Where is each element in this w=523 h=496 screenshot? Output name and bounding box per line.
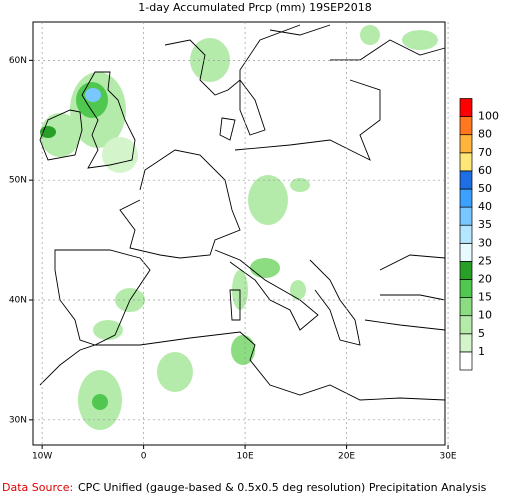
colorbar-label: 5 <box>478 327 485 340</box>
x-tick-label: 20E <box>338 452 355 462</box>
chart-title: 1-day Accumulated Prcp (mm) 19SEP2018 <box>138 1 371 14</box>
colorbar-box <box>459 297 473 317</box>
colorbar-label: 100 <box>478 110 499 123</box>
colorbar-box <box>459 261 473 280</box>
colorbar-label: 70 <box>478 146 492 159</box>
x-tick-label: 30E <box>439 452 456 462</box>
colorbar-label: 25 <box>478 254 492 267</box>
x-tick-label: 0 <box>141 452 147 462</box>
colorbar-label: 40 <box>478 200 492 213</box>
colorbar-label: 50 <box>478 182 492 195</box>
colorbar-label: 60 <box>478 164 492 177</box>
x-tick-label: 10W <box>32 452 52 462</box>
source-text: CPC Unified (gauge-based & 0.5x0.5 deg r… <box>78 481 487 494</box>
colorbar-box <box>459 170 473 190</box>
colorbar-box <box>459 152 473 172</box>
source-label: Data Source: <box>2 481 73 494</box>
colorbar-label: 35 <box>478 218 492 231</box>
colorbar-box <box>459 279 473 298</box>
colorbar-box <box>459 116 473 136</box>
x-tick-label: 10E <box>237 452 254 462</box>
colorbar-label: 20 <box>478 273 492 286</box>
y-tick-label: 40N <box>9 296 27 306</box>
colorbar-box <box>459 134 473 154</box>
colorbar-box <box>459 188 473 208</box>
colorbar-box <box>459 98 473 117</box>
coastlines <box>39 24 446 401</box>
y-tick-label: 60N <box>9 56 27 66</box>
colorbar-box <box>459 206 473 226</box>
colorbar-box <box>459 242 473 262</box>
colorbar-label: 80 <box>478 128 492 141</box>
y-tick-label: 30N <box>9 415 27 425</box>
colorbar-box <box>459 315 473 335</box>
colorbar-label: 10 <box>478 309 492 322</box>
colorbar-label: 15 <box>478 291 492 304</box>
y-tick-label: 50N <box>9 176 27 186</box>
colorbar-box <box>459 224 473 244</box>
colorbar-box <box>459 333 473 353</box>
colorbar-box <box>459 351 473 371</box>
colorbar-label: 30 <box>478 236 492 249</box>
colorbar-label: 1 <box>478 345 485 358</box>
map-frame <box>32 21 446 446</box>
